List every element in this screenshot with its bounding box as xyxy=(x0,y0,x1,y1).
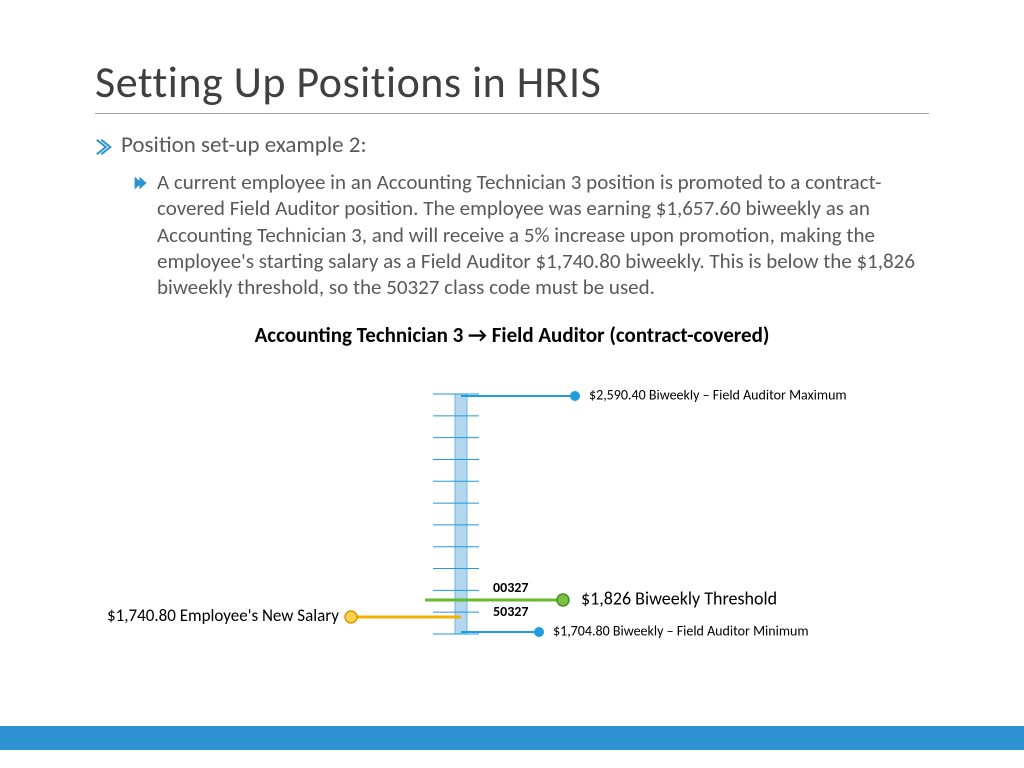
chevron-right-icon xyxy=(133,175,149,196)
bullet-level1-text: Position set-up example 2: xyxy=(121,132,367,160)
svg-text:$2,590.40 Biweekly – Field Aud: $2,590.40 Biweekly – Field Auditor Maxim… xyxy=(589,390,847,403)
salary-scale-diagram: $2,590.40 Biweekly – Field Auditor Maxim… xyxy=(95,390,925,690)
svg-text:00327: 00327 xyxy=(493,579,528,596)
bullet-level2: A current employee in an Accounting Tech… xyxy=(133,169,929,300)
svg-text:$1,826 Biweekly Threshold: $1,826 Biweekly Threshold xyxy=(581,587,777,609)
chevron-right-icon xyxy=(95,138,113,161)
bullet-level1: Position set-up example 2: xyxy=(95,132,929,161)
slide: Setting Up Positions in HRIS Position se… xyxy=(0,0,1024,768)
bullet-level2-text: A current employee in an Accounting Tech… xyxy=(157,169,929,300)
diagram-subtitle: Accounting Technician 3 → Field Auditor … xyxy=(95,322,929,348)
page-title: Setting Up Positions in HRIS xyxy=(95,55,929,114)
svg-text:$1,704.80 Biweekly – Field Aud: $1,704.80 Biweekly – Field Auditor Minim… xyxy=(553,622,809,639)
svg-text:50327: 50327 xyxy=(493,603,528,620)
footer-bar xyxy=(0,726,1024,750)
svg-text:$1,740.80 Employee's New Salar: $1,740.80 Employee's New Salary xyxy=(107,605,339,626)
